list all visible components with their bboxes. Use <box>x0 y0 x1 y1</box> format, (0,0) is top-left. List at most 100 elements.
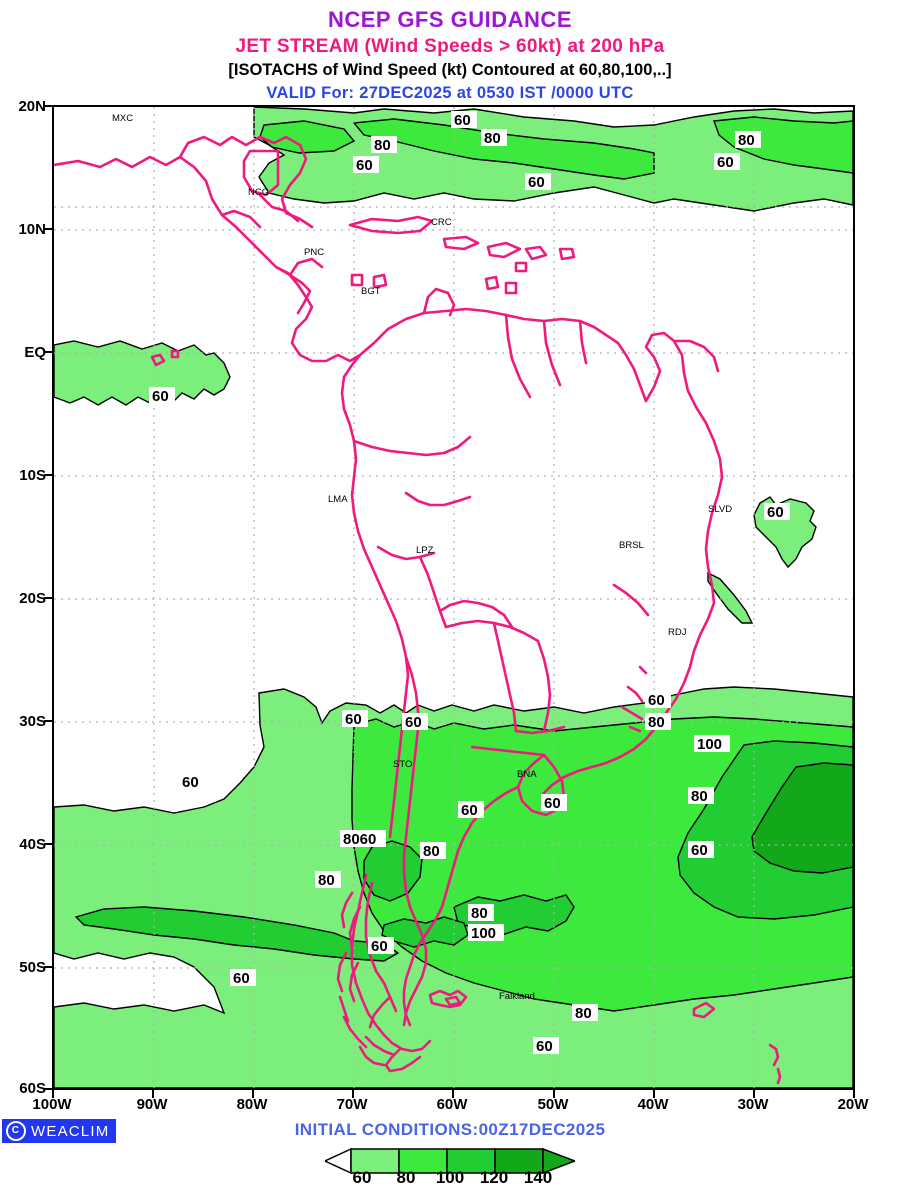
x-tick-label-100W: 100W <box>32 1096 72 1113</box>
map-graphics: MXC NCG PNC CRC BGT LMA LPZ SLVD BRSL RD… <box>54 107 853 1088</box>
contour-label: 60 <box>149 387 175 405</box>
city-label-NCG: NCG <box>248 187 269 198</box>
city-label-BRSL: BRSL <box>619 540 644 551</box>
city-label-group: MXC NCG PNC CRC BGT LMA LPZ SLVD BRSL RD… <box>112 113 732 1002</box>
svg-text:60: 60 <box>405 714 422 731</box>
y-tick-mark <box>44 1088 52 1090</box>
x-tick-label-30W: 30W <box>737 1096 769 1113</box>
colorbar-tick-80: 80 <box>396 1168 416 1187</box>
colorbar-tick-120: 120 <box>479 1168 509 1187</box>
svg-text:60: 60 <box>345 711 362 728</box>
contour-label: 80 <box>371 136 397 154</box>
isotach-band-60-equator <box>54 340 231 406</box>
y-tick-label-60S: 60S <box>19 1080 46 1097</box>
svg-text:80: 80 <box>575 1005 592 1022</box>
copyright-circle-icon: C <box>6 1121 26 1141</box>
contour-label: 80 <box>420 842 446 860</box>
contour-label: 100 <box>694 735 730 753</box>
y-tick-mark <box>44 105 52 107</box>
coastlines <box>54 135 782 1085</box>
svg-text:80: 80 <box>484 130 501 147</box>
map-canvas: MXC NCG PNC CRC BGT LMA LPZ SLVD BRSL RD… <box>54 107 853 1088</box>
svg-text:60: 60 <box>461 802 478 819</box>
contour-label: 60 <box>230 969 256 987</box>
isotach-map[interactable]: MXC NCG PNC CRC BGT LMA LPZ SLVD BRSL RD… <box>52 105 855 1090</box>
x-tick-mark <box>853 1090 855 1098</box>
svg-text:80: 80 <box>471 905 488 922</box>
y-tick-label-20S: 20S <box>19 590 46 607</box>
svg-text:60: 60 <box>648 692 665 709</box>
x-tick-mark <box>653 1090 655 1098</box>
lat-lon-grid <box>54 107 853 1088</box>
svg-text:60: 60 <box>528 174 545 191</box>
colorbar[interactable] <box>0 1148 900 1174</box>
svg-text:60: 60 <box>152 388 169 405</box>
description-title: [ISOTACHS of Wind Speed (kt) Contoured a… <box>228 61 672 79</box>
y-tick-mark <box>44 474 52 476</box>
svg-text:8060: 8060 <box>343 831 376 848</box>
svg-text:60: 60 <box>717 154 734 171</box>
y-tick-label-EQ: EQ <box>24 344 46 361</box>
contour-label: 80 <box>735 131 761 149</box>
colorbar-tick-60: 60 <box>352 1168 372 1187</box>
x-tick-mark <box>252 1090 254 1098</box>
contour-label: 60 <box>368 937 394 955</box>
x-tick-mark <box>753 1090 755 1098</box>
city-label-LPZ: LPZ <box>416 545 434 556</box>
isotach-band-100-falkland-east <box>74 906 400 962</box>
city-label-BNA: BNA <box>517 769 537 780</box>
svg-text:80: 80 <box>374 137 391 154</box>
svg-text:60: 60 <box>691 842 708 859</box>
svg-text:80: 80 <box>318 872 335 889</box>
contour-label: 80 <box>688 787 714 805</box>
contour-label: 60 <box>353 156 379 174</box>
contour-label: 80 <box>315 871 341 889</box>
city-label-PNC: PNC <box>304 247 324 258</box>
y-tick-label-20N: 20N <box>18 98 46 115</box>
y-tick-mark <box>44 351 52 353</box>
svg-text:60: 60 <box>356 157 373 174</box>
x-tick-label-90W: 90W <box>136 1096 168 1113</box>
city-label-SLVD: SLVD <box>708 504 732 515</box>
contour-label: 60 <box>342 710 368 728</box>
x-tick-mark <box>452 1090 454 1098</box>
svg-text:60: 60 <box>371 938 388 955</box>
colorbar-band-80-100 <box>398 1148 448 1174</box>
city-label-BGT: BGT <box>361 286 381 297</box>
contour-label: 60 <box>764 503 790 521</box>
svg-text:60: 60 <box>767 504 784 521</box>
contour-label: 80 <box>481 129 507 147</box>
y-tick-label-40S: 40S <box>19 836 46 853</box>
y-tick-label-10S: 10S <box>19 467 46 484</box>
svg-text:100: 100 <box>471 925 496 942</box>
contour-label: 60 <box>533 1037 559 1055</box>
isotach-band-120-south <box>751 762 853 874</box>
y-tick-mark <box>44 720 52 722</box>
svg-text:60: 60 <box>454 112 471 129</box>
colorbar-over-arrow <box>542 1148 575 1174</box>
contour-label: 80 <box>645 713 671 731</box>
svg-text:60: 60 <box>233 970 250 987</box>
svg-text:80: 80 <box>648 714 665 731</box>
colorbar-tick-140: 140 <box>523 1168 553 1187</box>
x-tick-label-20W: 20W <box>837 1096 869 1113</box>
weaclim-label: WEACLIM <box>31 1122 110 1140</box>
weaclim-logo[interactable]: C WEACLIM <box>2 1119 117 1143</box>
contour-label: 80 <box>572 1004 598 1022</box>
svg-text:80: 80 <box>423 843 440 860</box>
colorbar-tick-100: 100 <box>435 1168 465 1187</box>
svg-text:80: 80 <box>691 788 708 805</box>
x-tick-mark <box>52 1090 54 1098</box>
y-tick-label-10N: 10N <box>18 221 46 238</box>
svg-text:60: 60 <box>544 795 561 812</box>
valid-time-title: VALID For: 27DEC2025 at 0530 IST /0000 U… <box>266 83 634 102</box>
city-label-STO: STO <box>393 759 412 770</box>
svg-text:80: 80 <box>738 132 755 149</box>
contour-label: 60 <box>402 713 428 731</box>
contour-label: 60 <box>458 801 484 819</box>
city-label-CRC: CRC <box>431 217 452 228</box>
contour-label: 8060 <box>340 830 386 848</box>
x-tick-label-70W: 70W <box>336 1096 368 1113</box>
city-label-LMA: LMA <box>328 494 348 505</box>
agency-title: NCEP GFS GUIDANCE <box>327 7 572 32</box>
